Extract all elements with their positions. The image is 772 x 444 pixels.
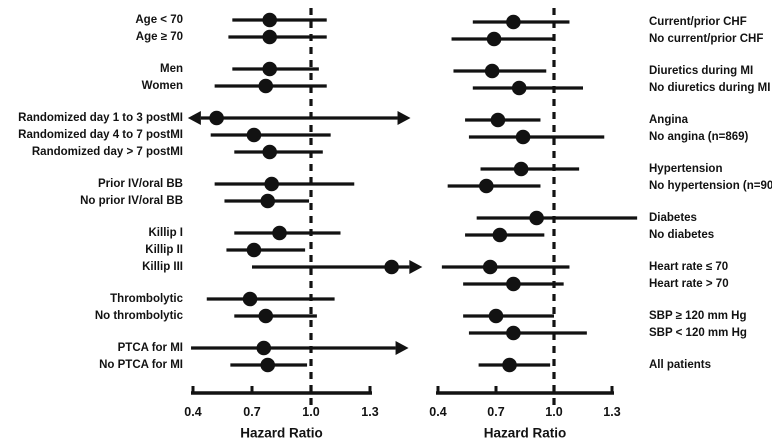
axis-tick-label: 0.4 <box>429 405 446 419</box>
point-estimate <box>262 29 278 45</box>
row-label: Randomized day 1 to 3 postMI <box>18 112 183 124</box>
axis-tick-label: 1.0 <box>545 405 562 419</box>
row-label: Randomized day 4 to 7 postMI <box>18 129 183 141</box>
point-estimate <box>242 291 258 307</box>
row-label: No diuretics during MI <box>649 82 770 94</box>
point-estimate <box>513 161 529 177</box>
row-label: Killip III <box>142 261 183 273</box>
point-estimate <box>258 78 274 94</box>
point-estimate <box>506 325 521 341</box>
row-label: Prior IV/oral BB <box>98 178 183 190</box>
axis-tick-label: 1.0 <box>302 405 319 419</box>
row-label: No PTCA for MI <box>99 359 183 371</box>
point-estimate <box>511 80 527 96</box>
axis-title: Hazard Ratio <box>484 426 567 441</box>
point-estimate <box>479 178 494 194</box>
point-estimate <box>246 127 262 143</box>
row-label: No current/prior CHF <box>649 33 763 45</box>
point-estimate <box>264 176 279 192</box>
row-label: SBP < 120 mm Hg <box>649 327 747 339</box>
point-estimate <box>256 340 272 356</box>
row-label: SBP ≥ 120 mm Hg <box>649 310 747 322</box>
ci-arrow-right <box>397 111 411 125</box>
row-label: Angina <box>649 114 689 126</box>
axis-tick-label: 0.7 <box>243 405 260 419</box>
point-estimate <box>515 129 531 145</box>
row-label: Randomized day > 7 postMI <box>32 146 183 158</box>
row-label: No hypertension (n=904) <box>649 180 772 192</box>
point-estimate <box>490 112 506 128</box>
point-estimate <box>482 259 498 275</box>
ci-arrow-right <box>395 341 409 355</box>
point-estimate <box>262 144 278 160</box>
point-estimate <box>384 259 399 275</box>
row-label: Current/prior CHF <box>649 16 747 28</box>
point-estimate <box>488 308 504 324</box>
row-label: Age < 70 <box>135 14 183 26</box>
point-estimate <box>506 14 521 30</box>
axis-tick-label: 0.7 <box>487 405 504 419</box>
point-estimate <box>262 61 278 77</box>
point-estimate <box>246 242 262 258</box>
point-estimate <box>262 12 278 28</box>
row-label: Heart rate ≤ 70 <box>649 261 728 273</box>
point-estimate <box>492 227 508 243</box>
row-label: No prior IV/oral BB <box>80 195 183 207</box>
row-label: Age ≥ 70 <box>136 31 183 43</box>
axis-title: Hazard Ratio <box>240 426 323 441</box>
point-estimate <box>209 110 224 126</box>
row-label: Hypertension <box>649 163 723 175</box>
row-label: No angina (n=869) <box>649 131 749 143</box>
row-label: Diuretics during MI <box>649 65 753 77</box>
point-estimate <box>506 276 521 292</box>
row-label: No thrombolytic <box>95 310 184 322</box>
point-estimate <box>486 31 502 47</box>
row-label: Killip I <box>149 227 184 239</box>
point-estimate <box>258 308 274 324</box>
ci-arrow-left <box>187 111 201 125</box>
row-label: Women <box>142 80 183 92</box>
point-estimate <box>272 225 287 241</box>
row-label: Killip II <box>145 244 183 256</box>
row-label: Heart rate > 70 <box>649 278 729 290</box>
point-estimate <box>529 210 544 226</box>
axis-tick-label: 0.4 <box>184 405 201 419</box>
point-estimate <box>260 357 276 373</box>
point-estimate <box>484 63 500 79</box>
row-label: Men <box>160 63 183 75</box>
row-label: No diabetes <box>649 229 714 241</box>
ci-arrow-right <box>409 260 423 274</box>
point-estimate <box>502 357 517 373</box>
axis-tick-label: 1.3 <box>603 405 620 419</box>
row-label: Diabetes <box>649 212 697 224</box>
row-label: Thrombolytic <box>110 293 183 305</box>
point-estimate <box>260 193 276 209</box>
row-label: All patients <box>649 359 711 371</box>
axis-tick-label: 1.3 <box>361 405 378 419</box>
row-label: PTCA for MI <box>118 342 183 354</box>
